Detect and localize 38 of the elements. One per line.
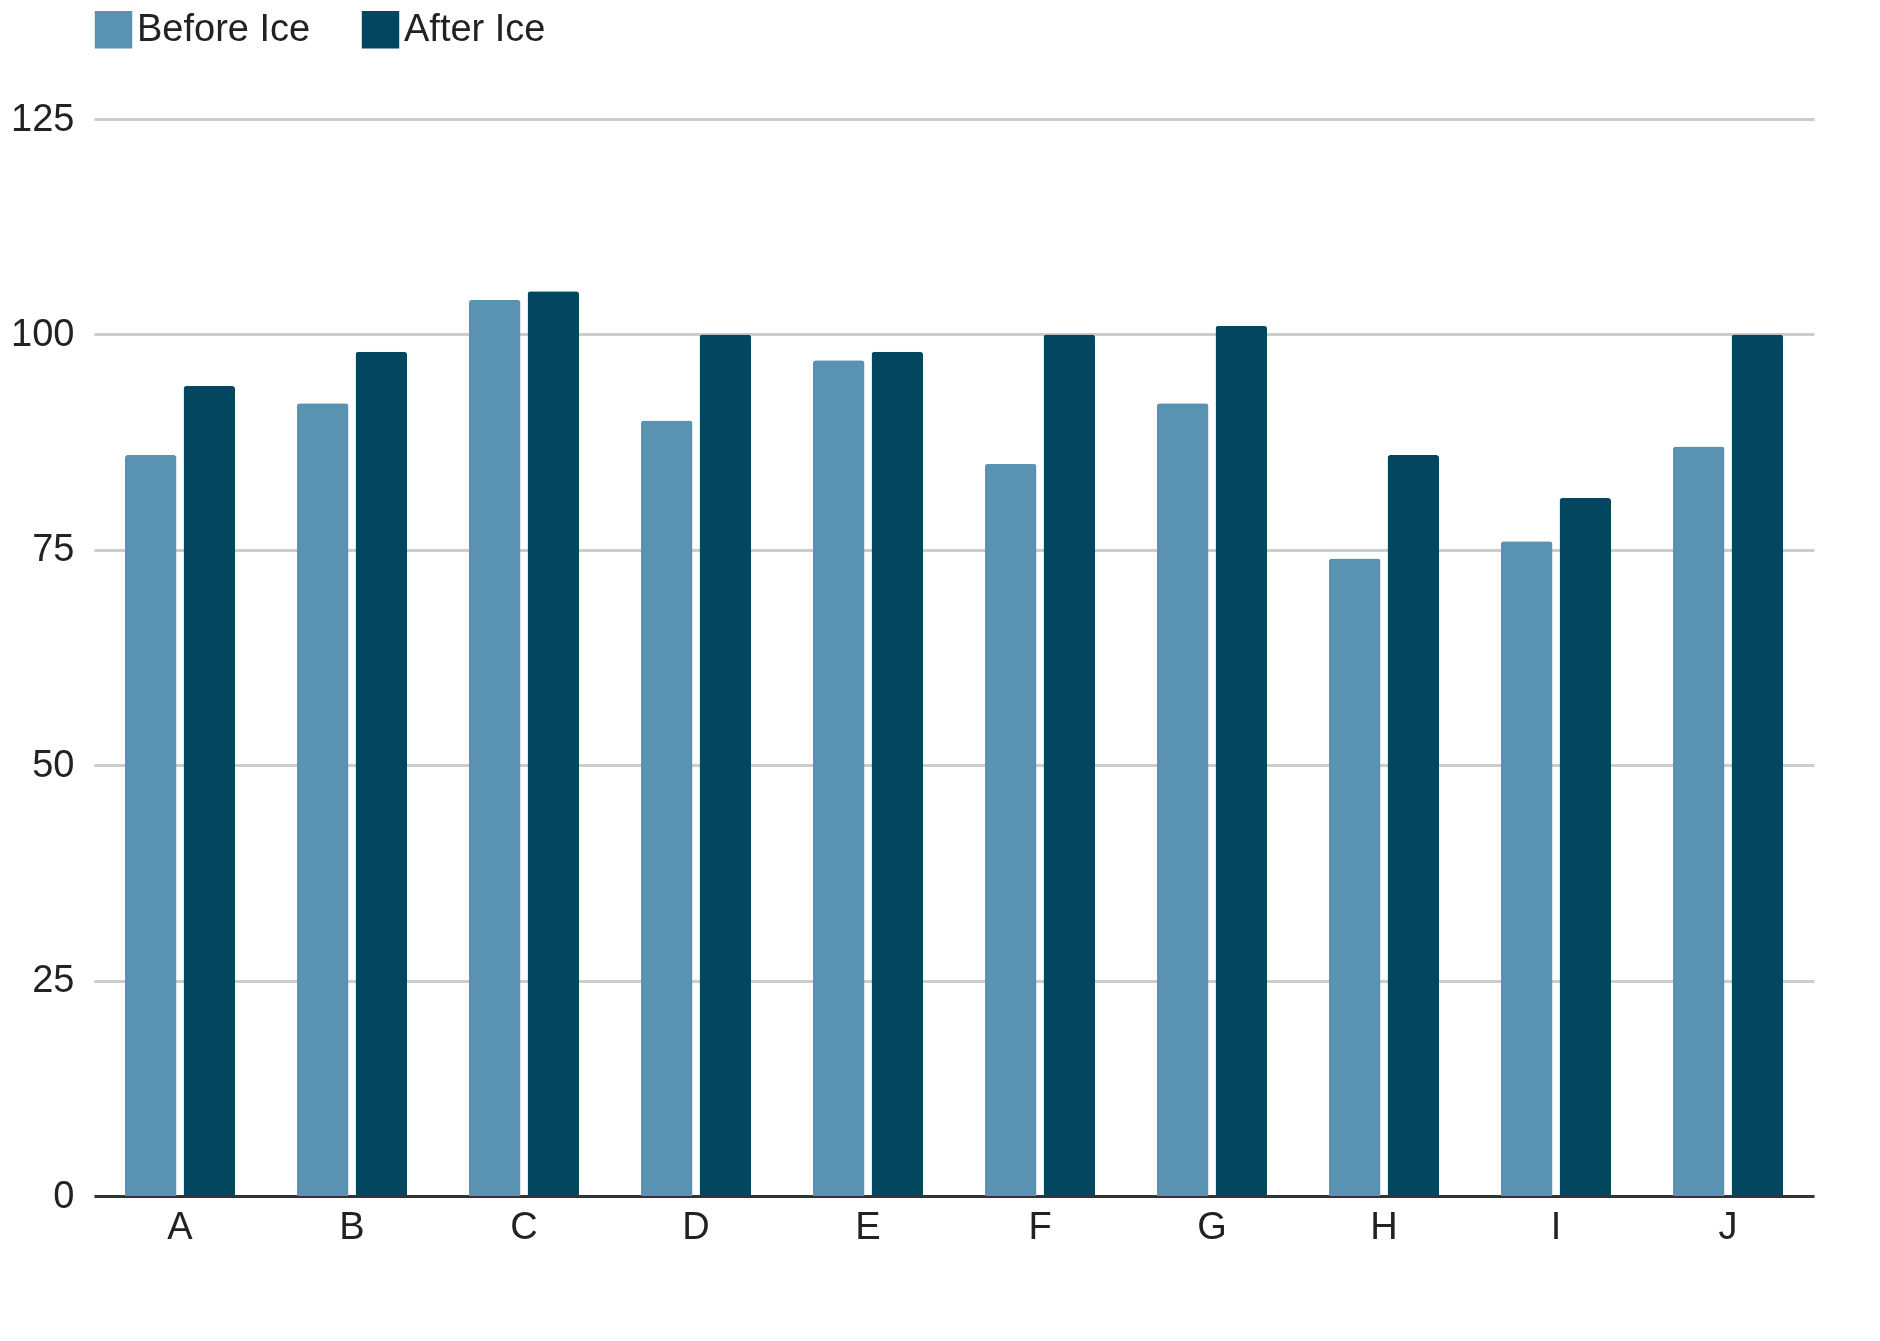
x-tick-label: I [1550, 1204, 1562, 1247]
bar [1043, 334, 1096, 1196]
bar [699, 334, 752, 1196]
bar [871, 351, 924, 1196]
x-tick-label: B [339, 1204, 365, 1247]
bar [1672, 446, 1725, 1196]
y-tick-label: 75 [32, 527, 75, 570]
y-tick-label: 125 [11, 96, 75, 139]
x-tick-label: H [1370, 1204, 1398, 1247]
y-tick-label: 50 [32, 742, 75, 785]
x-tick-label: E [855, 1204, 881, 1247]
bar [1559, 498, 1612, 1196]
bar [812, 360, 865, 1196]
bar [183, 386, 236, 1196]
bar [984, 463, 1037, 1196]
legend-label: Before Ice [137, 6, 311, 49]
bar [355, 351, 408, 1196]
y-tick-label: 0 [53, 1173, 75, 1216]
bar [468, 299, 521, 1196]
bar [296, 403, 349, 1196]
bar [640, 420, 693, 1196]
x-tick-label: G [1197, 1204, 1227, 1247]
bar [527, 291, 580, 1196]
x-tick-label: J [1718, 1204, 1738, 1247]
bar [124, 455, 177, 1196]
bar [1328, 558, 1381, 1196]
y-tick-label: 100 [11, 311, 75, 354]
bar [1731, 334, 1784, 1196]
x-tick-label: D [682, 1204, 710, 1247]
x-tick-label: A [167, 1204, 194, 1247]
bar [1215, 325, 1268, 1196]
bar [1156, 403, 1209, 1196]
x-tick-label: C [510, 1204, 538, 1247]
y-tick-label: 25 [32, 958, 75, 1001]
legend-label: After Ice [404, 6, 546, 49]
bar [1387, 455, 1440, 1196]
x-tick-label: F [1028, 1204, 1052, 1247]
bar [1500, 541, 1553, 1196]
